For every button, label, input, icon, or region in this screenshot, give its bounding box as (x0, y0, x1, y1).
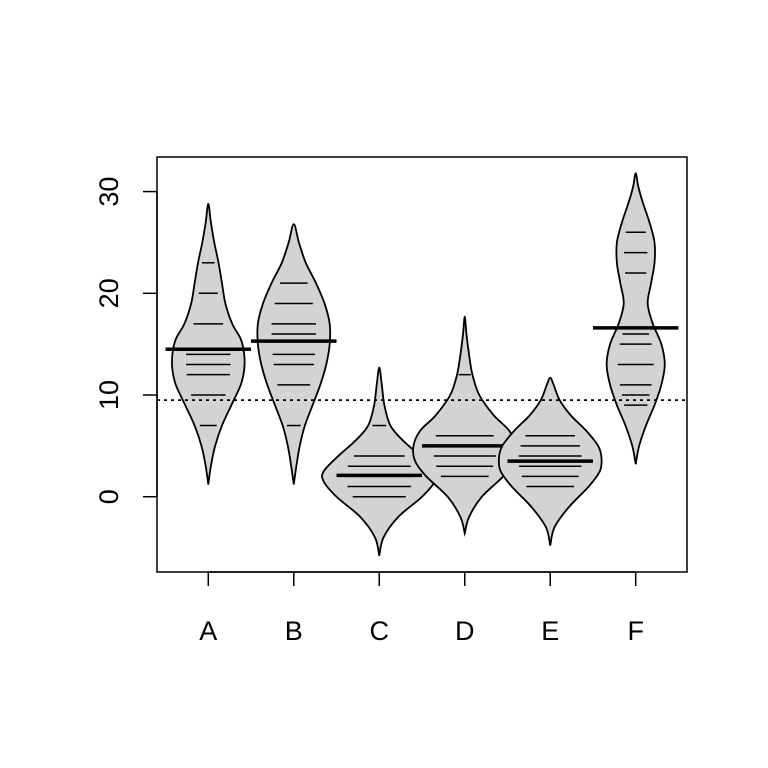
bean-E (497, 376, 603, 546)
bean-shape-C (321, 366, 438, 556)
bean-F (592, 172, 679, 465)
x-axis: A B C D E F (199, 571, 644, 646)
x-tick-label-F: F (627, 616, 644, 646)
y-axis: 0 10 20 30 (94, 177, 158, 504)
bean-C (321, 366, 438, 556)
beans-layer (165, 172, 679, 556)
bean-D (412, 315, 518, 537)
bean-shape-A (171, 202, 246, 485)
bean-shape-F (605, 172, 666, 465)
y-tick-label-10: 10 (94, 380, 124, 410)
bean-shape-D (412, 315, 518, 537)
bean-B (251, 223, 337, 485)
x-tick-label-A: A (199, 616, 217, 646)
x-tick-label-D: D (455, 616, 475, 646)
x-tick-label-B: B (285, 616, 303, 646)
y-tick-label-20: 20 (94, 278, 124, 308)
y-tick-label-30: 30 (94, 177, 124, 207)
x-tick-label-E: E (541, 616, 559, 646)
y-tick-label-0: 0 (94, 489, 124, 504)
bean-A (165, 202, 252, 485)
x-tick-label-C: C (370, 616, 390, 646)
